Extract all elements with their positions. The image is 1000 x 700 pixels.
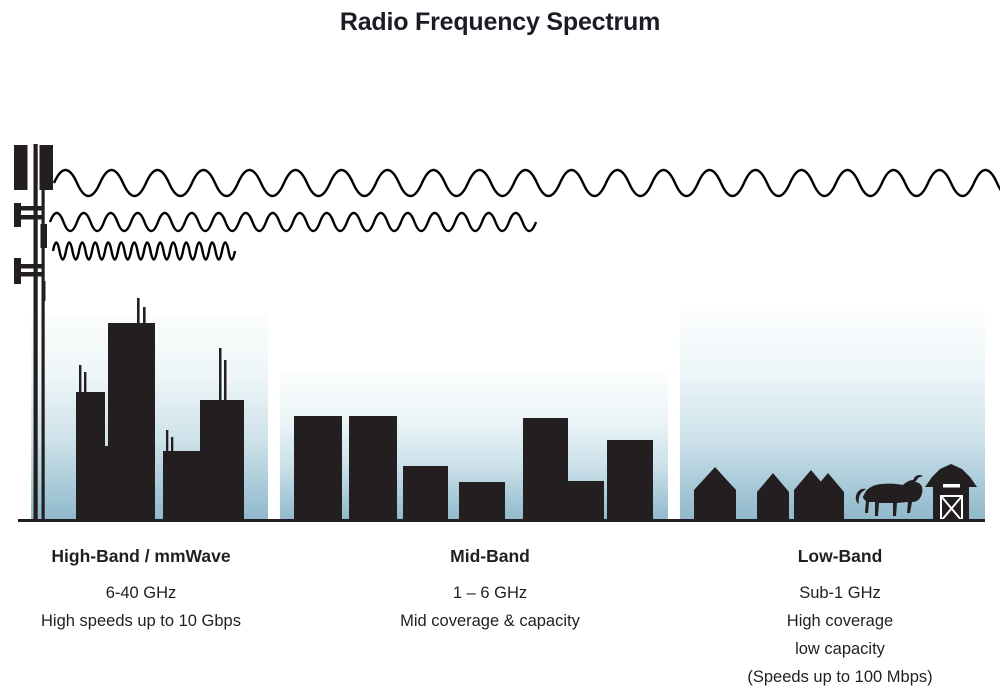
tower-crossbar-3 [19,264,44,269]
band-description-high-band: High speeds up to 10 Gbps [41,612,241,630]
house [812,473,844,521]
tower-antenna-panel-4 [40,224,47,248]
high-band-wave [51,241,237,261]
building [105,446,111,521]
building-spire [143,307,146,324]
page-title: Radio Frequency Spectrum [339,8,661,36]
building-spire [171,437,174,452]
tower-crossbar-4 [19,272,44,277]
band-name-mid-band: Mid-Band [450,546,530,566]
cow [855,474,923,516]
band-name-low-band: Low-Band [797,546,883,566]
building-spire [166,430,169,452]
band-description-mid-band: Mid coverage & capacity [400,612,580,630]
building [163,451,200,521]
barn-loft-vent [943,484,960,488]
barn [925,464,977,522]
band-frequency-mid-band: 1 – 6 GHz [452,584,528,602]
tower-mast-left [33,144,38,521]
building-spire [137,298,140,324]
barn-door-cross [940,495,963,522]
tower-mast-right [41,160,45,521]
building [76,392,105,521]
cell-tower [14,144,53,521]
band-label-high-band: High-Band / mmWave 6-40 GHz High speeds … [0,545,282,635]
building [294,416,342,521]
building [459,482,505,521]
tower-antenna-panel-5 [14,258,21,284]
ground-baseline [18,519,985,522]
high-band-skyline [76,298,244,521]
tower-antenna-panel-1 [14,145,28,190]
band-description-low-band: low capacity [795,640,885,658]
building [108,323,155,521]
building [200,400,244,521]
band-description-low-band: High coverage [786,612,894,630]
band-frequency-low-band: Sub-1 GHz [799,584,881,602]
building [607,440,653,521]
band-name-high-band: High-Band / mmWave [51,546,231,566]
barn-roof [925,464,977,487]
building [523,418,568,521]
building [568,481,604,521]
building [349,416,397,521]
band-label-low-band: Low-Band Sub-1 GHz High coverage low cap… [680,545,1000,691]
house [694,467,736,521]
house [757,473,789,521]
tower-antenna-panel-2 [39,145,53,190]
low-band-rural-scene [694,464,977,522]
band-frequency-high-band: 6-40 GHz [105,584,177,602]
tower-base-stub [42,281,46,301]
mid-band-skyline [294,416,653,521]
tower-crossbar-2 [19,215,44,220]
building [403,466,448,521]
band-label-mid-band: Mid-Band 1 – 6 GHz Mid coverage & capaci… [330,545,650,635]
tower-antenna-panel-3 [14,203,21,227]
mid-band-wave [48,211,538,233]
building-spire [224,360,227,400]
band-description-low-band: (Speeds up to 100 Mbps) [747,668,933,686]
low-band-wave [52,168,1000,198]
building-spire [84,372,87,395]
building-spire [79,365,82,395]
tower-crossbar-1 [19,206,44,211]
building-spire [219,348,222,400]
